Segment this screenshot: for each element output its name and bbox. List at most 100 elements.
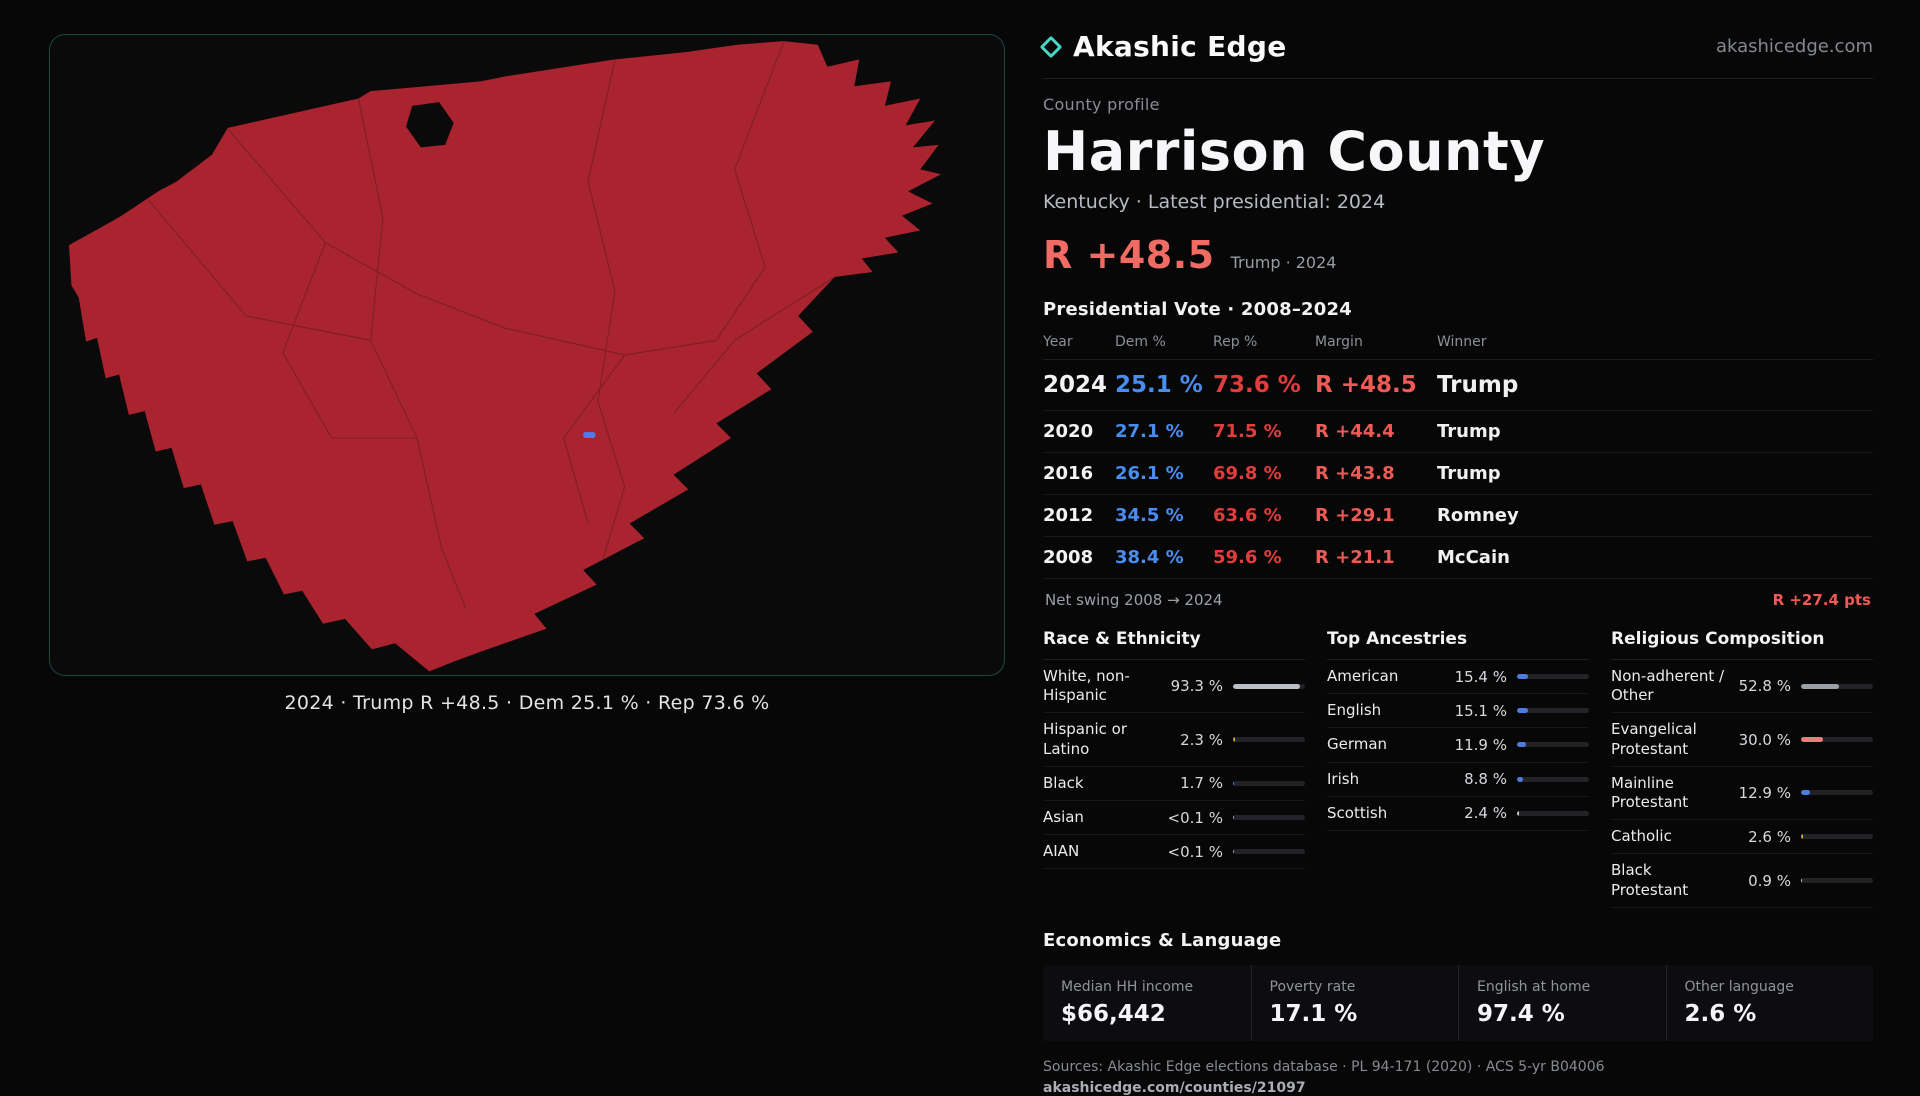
demo-value: 52.8 % <box>1738 677 1791 696</box>
vote-table-header: Year Dem % Rep % Margin Winner <box>1043 334 1873 360</box>
stat-bar <box>1517 674 1589 680</box>
demo-label: Black <box>1043 773 1084 792</box>
brand-name: Akashic Edge <box>1073 30 1287 63</box>
demo-value: <0.1 % <box>1167 808 1223 827</box>
list-item: Hispanic or Latino 2.3 % <box>1043 713 1305 767</box>
stat-bar <box>1517 810 1589 816</box>
stat-bar <box>1801 878 1873 883</box>
demo-value: 11.9 % <box>1454 735 1507 754</box>
list-item: Asian <0.1 % <box>1043 801 1305 836</box>
cell-rep: 59.6 % <box>1213 547 1282 568</box>
stat-label: English at home <box>1477 978 1591 995</box>
list-item: English 15.1 % <box>1327 694 1589 729</box>
demo-value: 2.6 % <box>1748 827 1791 846</box>
demo-value: 30.0 % <box>1738 730 1791 749</box>
list-item: Black Protestant 0.9 % <box>1611 854 1873 908</box>
ancestry-column: Top Ancestries American 15.4 % English 1… <box>1327 621 1589 908</box>
col-year: Year <box>1043 334 1073 350</box>
list-item: AIAN <0.1 % <box>1043 835 1305 870</box>
religion-column: Religious Composition Non-adherent / Oth… <box>1611 621 1873 908</box>
headline-margin: R +48.5 Trump · 2024 <box>1043 233 1873 277</box>
list-item: German 11.9 % <box>1327 728 1589 763</box>
list-item: Mainline Protestant 12.9 % <box>1611 767 1873 821</box>
stat-bar <box>1517 708 1589 714</box>
precinct-lines <box>147 42 836 610</box>
demo-value: 12.9 % <box>1738 783 1791 802</box>
profile-kicker: County profile <box>1043 95 1160 114</box>
demo-label: Evangelical Protestant <box>1611 720 1697 758</box>
table-row: 2008 38.4 % 59.6 % R +21.1 McCain <box>1043 537 1873 579</box>
cell-rep: 73.6 % <box>1213 372 1301 398</box>
col-margin: Margin <box>1315 334 1363 350</box>
demo-label: Scottish <box>1327 803 1388 822</box>
economics-strip: Median HH income $66,442 Poverty rate 17… <box>1043 964 1874 1041</box>
demo-label: Mainline Protestant <box>1611 773 1689 811</box>
cell-dem: 27.1 % <box>1115 421 1184 442</box>
list-item: White, non-Hispanic 93.3 % <box>1043 660 1305 714</box>
headline-margin-value: R +48.5 <box>1043 233 1215 277</box>
cell-margin: R +48.5 <box>1315 372 1417 398</box>
list-item: Scottish 2.4 % <box>1327 797 1589 831</box>
cell-rep: 63.6 % <box>1213 505 1282 526</box>
stat-label: Poverty rate <box>1269 978 1356 995</box>
cell-year: 2016 <box>1043 463 1094 484</box>
stat-bar <box>1233 683 1305 689</box>
demo-value: 15.1 % <box>1454 701 1507 720</box>
demo-label: Hispanic or Latino <box>1043 720 1128 758</box>
demo-value: 93.3 % <box>1170 677 1223 696</box>
demo-value: 2.3 % <box>1180 730 1223 749</box>
demo-label: American <box>1327 667 1399 685</box>
demo-label: White, non-Hispanic <box>1043 667 1130 705</box>
page-title: Harrison County <box>1043 120 1546 183</box>
demo-label: Non-adherent / Other <box>1611 667 1725 705</box>
col-winner: Winner <box>1437 334 1487 350</box>
county-profile-panel: Akashic Edge akashicedge.com County prof… <box>1039 30 1874 1096</box>
cell-dem: 25.1 % <box>1115 372 1203 398</box>
demographics-grid: Race & Ethnicity White, non-Hispanic 93.… <box>1043 621 1873 908</box>
list-item: Irish 8.8 % <box>1327 763 1589 797</box>
cell-margin: R +29.1 <box>1315 505 1395 526</box>
table-row: 2024 25.1 % 73.6 % R +48.5 Trump <box>1043 360 1873 411</box>
demo-value: 0.9 % <box>1748 871 1791 890</box>
list-item: American 15.4 % <box>1327 660 1589 695</box>
cell-year: 2008 <box>1043 547 1094 568</box>
stat-bar <box>1517 776 1589 782</box>
cell-dem: 26.1 % <box>1115 463 1184 484</box>
demo-value: 1.7 % <box>1180 774 1223 793</box>
race-title: Race & Ethnicity <box>1043 621 1305 660</box>
list-item: Non-adherent / Other 52.8 % <box>1611 660 1873 714</box>
brand-domain-link[interactable]: akashicedge.com <box>1715 36 1873 57</box>
economics-title: Economics & Language <box>1043 929 1282 951</box>
net-swing-row: Net swing 2008 → 2024 R +27.4 pts <box>1043 579 1873 619</box>
sources-note: Sources: Akashic Edge elections database… <box>1043 1058 1605 1075</box>
cell-year: 2012 <box>1043 505 1094 526</box>
permalink[interactable]: akashicedge.com/counties/21097 <box>1043 1079 1306 1096</box>
headline-margin-note: Trump · 2024 <box>1230 253 1337 272</box>
dem-precinct-dot <box>583 431 596 439</box>
net-swing-value: R +27.4 pts <box>1772 591 1871 609</box>
stat-cell: Other language 2.6 % <box>1665 964 1874 1041</box>
footer: Sources: Akashic Edge elections database… <box>1043 1059 1873 1096</box>
stat-cell: Median HH income $66,442 <box>1043 965 1251 1041</box>
cell-dem: 38.4 % <box>1115 547 1184 568</box>
demo-value: 2.4 % <box>1464 804 1507 823</box>
county-map-panel <box>49 34 1005 676</box>
stat-cell: Poverty rate 17.1 % <box>1250 964 1459 1041</box>
profile-subtitle: Kentucky · Latest presidential: 2024 <box>1043 191 1386 213</box>
demo-label: Irish <box>1327 769 1360 788</box>
stat-bar <box>1233 780 1305 786</box>
list-item: Catholic 2.6 % <box>1611 820 1873 855</box>
cell-winner: Romney <box>1437 505 1519 526</box>
demo-label: Asian <box>1043 807 1084 826</box>
stat-label: Median HH income <box>1061 978 1194 995</box>
table-row: 2016 26.1 % 69.8 % R +43.8 Trump <box>1043 453 1873 495</box>
demo-value: <0.1 % <box>1167 842 1223 861</box>
demo-label: Black Protestant <box>1611 861 1689 899</box>
table-row: 2012 34.5 % 63.6 % R +29.1 Romney <box>1043 495 1873 537</box>
cell-margin: R +21.1 <box>1315 547 1395 568</box>
stat-bar <box>1801 834 1873 840</box>
list-item: Black 1.7 % <box>1043 767 1305 801</box>
stat-label: Other language <box>1684 978 1794 995</box>
cell-year: 2020 <box>1043 421 1094 442</box>
list-item: Evangelical Protestant 30.0 % <box>1611 713 1873 767</box>
